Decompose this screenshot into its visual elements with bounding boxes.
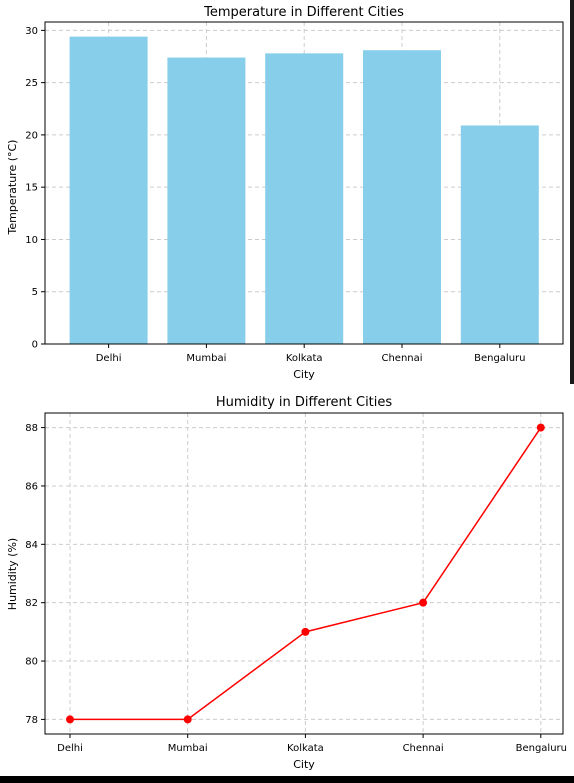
humidity-point-chennai [419, 598, 428, 607]
humidity-point-mumbai [183, 715, 192, 724]
temperature-x-tick-label: Mumbai [186, 353, 226, 364]
temperature-y-tick-label: 30 [25, 26, 38, 37]
bottom-bar [0, 776, 574, 783]
humidity-point-delhi [66, 715, 74, 724]
temperature-chart-xlabel: City [293, 368, 315, 381]
humidity-x-tick-label: Bengaluru [516, 743, 567, 754]
temperature-x-tick-label: Delhi [96, 353, 122, 364]
temperature-chart: Temperature in Different Cities City Tem… [6, 5, 564, 381]
temperature-x-tick-label: Kolkata [286, 353, 323, 364]
humidity-x-tick-label: Mumbai [168, 743, 208, 754]
temperature-y-tick-label: 10 [25, 235, 38, 246]
temperature-y-tick-label: 20 [25, 130, 38, 141]
humidity-y-tick-label: 78 [25, 715, 38, 726]
temperature-bar-kolkata [265, 53, 344, 344]
temperature-bar-bengaluru [460, 125, 539, 344]
temperature-y-tick-label: 0 [32, 340, 38, 351]
temperature-y-tick-label: 5 [32, 287, 38, 298]
humidity-y-tick-label: 80 [25, 657, 38, 668]
temperature-x-tick-label: Chennai [381, 353, 422, 364]
humidity-point-kolkata [301, 627, 310, 636]
figure-edge [570, 0, 574, 384]
temperature-y-tick-label: 15 [25, 183, 38, 194]
humidity-point-bengaluru [536, 423, 545, 432]
temperature-y-tick-label: 25 [25, 78, 38, 89]
humidity-chart-xlabel: City [293, 758, 315, 771]
humidity-x-tick-label: Kolkata [287, 743, 324, 754]
humidity-y-tick-label: 84 [25, 540, 38, 551]
humidity-y-tick-label: 86 [25, 481, 38, 492]
humidity-chart-title: Humidity in Different Cities [216, 395, 393, 410]
temperature-chart-ylabel: Temperature (°C) [6, 140, 19, 236]
humidity-x-tick-label: Chennai [403, 743, 444, 754]
humidity-x-tick-label: Delhi [57, 743, 83, 754]
temperature-x-tick-label: Bengaluru [474, 353, 525, 364]
humidity-chart-ylabel: Humidity (%) [6, 538, 19, 610]
temperature-chart-title: Temperature in Different Cities [203, 5, 404, 20]
temperature-bar-chennai [363, 50, 441, 345]
temperature-bar-delhi [69, 36, 148, 345]
humidity-chart: Humidity in Different Cities City Humidi… [6, 395, 567, 771]
humidity-plot-frame [44, 412, 564, 735]
humidity-y-tick-label: 88 [25, 423, 38, 434]
temperature-bar-mumbai [167, 57, 246, 344]
humidity-y-tick-label: 82 [25, 598, 38, 609]
